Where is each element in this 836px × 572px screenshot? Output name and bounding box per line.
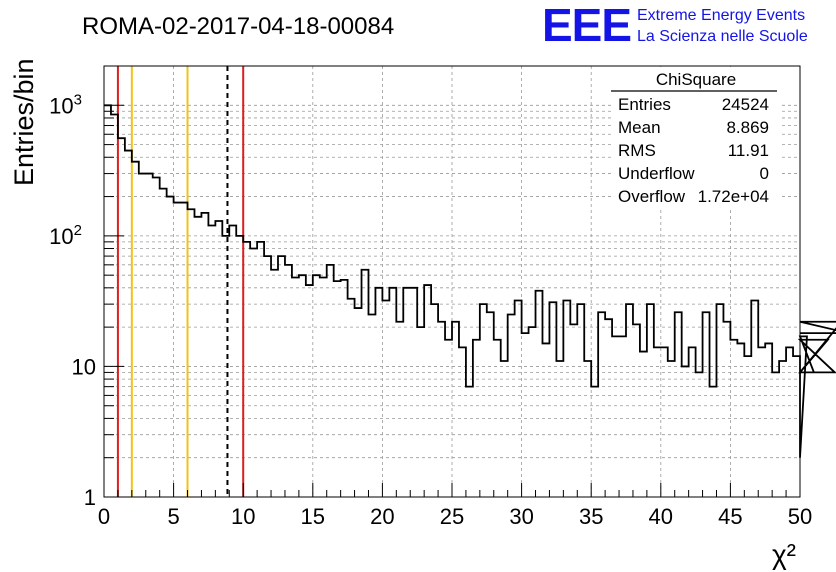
x-tick-label: 40 [649, 504, 673, 529]
y-tick-label: 103 [49, 91, 82, 118]
axis-ticks [103, 65, 801, 498]
stats-label-entries: Entries [618, 95, 671, 114]
grid-lines [104, 65, 800, 497]
x-tick-label: 50 [788, 504, 812, 529]
y-tick-label: 1 [84, 485, 96, 510]
stats-value-entries: 24524 [722, 95, 769, 114]
x-tick-label: 45 [718, 504, 742, 529]
stats-value-mean: 8.869 [726, 118, 769, 137]
logo-line-1: Extreme Energy Events [637, 7, 805, 24]
histogram-series [104, 104, 836, 458]
x-axis-label: χ² [772, 539, 796, 570]
stats-label-mean: Mean [618, 118, 661, 137]
x-tick-label: 5 [167, 504, 179, 529]
stats-label-underflow: Underflow [618, 164, 695, 183]
x-tick-labels: 0 5 10 15 20 25 30 35 40 45 50 [98, 504, 812, 529]
y-axis-label: Entries/bin [9, 58, 39, 186]
y-tick-labels: 1 10 102 103 [49, 91, 96, 510]
x-tick-label: 10 [231, 504, 255, 529]
stats-box-title: ChiSquare [656, 70, 736, 89]
x-tick-label: 30 [509, 504, 533, 529]
reference-lines [116, 66, 245, 497]
stats-label-overflow: Overflow [618, 187, 686, 206]
x-tick-label: 0 [98, 504, 110, 529]
y-tick-label: 102 [49, 222, 82, 249]
stats-value-underflow: 0 [760, 164, 769, 183]
eee-logo: EEE [542, 0, 631, 51]
x-tick-label: 25 [440, 504, 464, 529]
stats-box-background [611, 67, 781, 207]
stats-box: ChiSquare Entries 24524 Mean 8.869 RMS 1… [611, 67, 781, 207]
logo-line-2: La Scienza nelle Scuole [637, 28, 808, 45]
x-tick-label: 15 [301, 504, 325, 529]
stats-value-overflow: 1.72e+04 [698, 187, 769, 206]
stats-value-rms: 11.91 [728, 141, 769, 160]
run-title: ROMA-02-2017-04-18-00084 [82, 13, 394, 40]
x-tick-label: 35 [579, 504, 603, 529]
stats-label-rms: RMS [618, 141, 656, 160]
y-tick-label: 10 [72, 354, 96, 379]
x-tick-label: 20 [370, 504, 394, 529]
